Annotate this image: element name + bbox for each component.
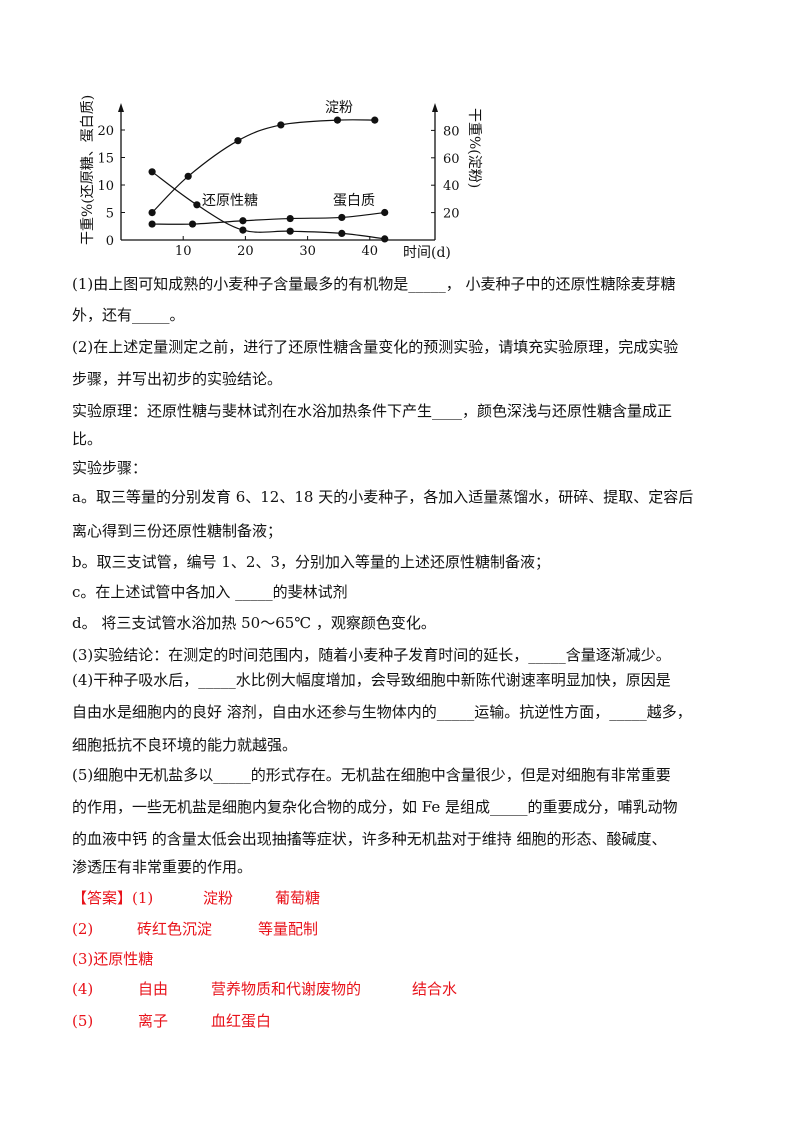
series-protein-point <box>338 213 346 222</box>
question-line: 离心得到三份还原性糖制备液； <box>72 522 283 540</box>
question-line: b。取三支试管，编号 1、2、3，分别加入等量的上述还原性糖制备液； <box>72 553 551 571</box>
series-protein-line <box>152 211 385 225</box>
series-reducing-sugar-point <box>193 201 201 209</box>
answer-text: 结合水 <box>412 980 458 998</box>
x-tick-label: 30 <box>299 244 316 259</box>
answer-text: 葡萄糖 <box>275 889 321 907</box>
question-line: d。 将三支试管水浴加热 50～65℃ ，观察颜色变化。 <box>72 614 436 632</box>
series-reducing-sugar-point <box>381 235 389 243</box>
series-starch-line <box>151 119 375 214</box>
y-left-tick-label: 15 <box>97 152 114 167</box>
series-protein-point <box>239 217 247 225</box>
y-right-tick-label: 20 <box>443 207 460 222</box>
answer-text: 血红蛋白 <box>211 1012 272 1030</box>
question-line: 的作用，一些无机盐是细胞内复杂化合物的成分，如 Fe 是组成_____的重要成分… <box>72 798 678 816</box>
series-starch-point <box>277 121 285 129</box>
series-label-protein: 蛋白质 <box>333 193 375 209</box>
series-protein-point <box>148 220 156 228</box>
series-reducing-sugar-line <box>151 171 385 240</box>
series-reducing-sugar-point <box>239 226 247 234</box>
question-line: 渗透压有非常重要的作用。 <box>72 858 253 876</box>
question-line: a。取三等量的分别发育 6、12、18 天的小麦种子，各加入适量蒸馏水，研碎、提… <box>72 488 694 506</box>
question-line: (4)干种子吸水后，_____水比例大幅度增加，会导致细胞中新陈代谢速率明显加快… <box>72 671 671 689</box>
question-line: 步骤，并写出初步的实验结论。 <box>72 370 283 388</box>
y-left-label: 干重%(还原糖、蛋白质) <box>80 95 96 245</box>
line-chart: 干重%(还原糖、蛋白质) 干重%(淀粉) 时间(d) 淀粉 还原性糖 蛋白质 1… <box>80 95 482 261</box>
question-line: c。在上述试管中各加入 _____的斐林试剂 <box>72 583 348 601</box>
question-line: (5)细胞中无机盐多以_____的形式存在。无机盐在细胞中含量很少，但是对细胞有… <box>72 766 671 784</box>
answer-text: (4) <box>72 980 94 998</box>
question-line: 实验原理：还原性糖与斐林试剂在水浴加热条件下产生____，颜色深浅与还原性糖含量… <box>72 402 673 420</box>
question-line: 比。 <box>72 430 103 448</box>
x-tick-label: 20 <box>237 244 254 259</box>
x-tick-label: 10 <box>175 244 192 259</box>
y-right-tick-label: 60 <box>443 152 460 167</box>
series-starch-point <box>333 116 342 124</box>
question-line: 自由水是细胞内的良好 溶剂，自由水还参与生物体内的_____运输。抗逆性方面，_… <box>72 703 692 721</box>
question-line: 外，还有_____。 <box>72 306 185 324</box>
y-left-tick-label: 10 <box>97 179 114 194</box>
y-left-tick-label: 20 <box>97 124 114 139</box>
y-right-label: 干重%(淀粉) <box>466 108 482 188</box>
series-starch-point <box>234 137 242 145</box>
y-left-tick-label: 5 <box>106 207 114 222</box>
series-reducing-sugar-point <box>148 168 156 176</box>
question-line: (3)实验结论：在测定的时间范围内，随着小麦种子发育时间的延长，_____含量逐… <box>72 646 671 664</box>
y-right-arrow <box>432 103 438 112</box>
series-starch-point <box>148 209 156 217</box>
series-starch-point <box>184 172 192 180</box>
series-reducing-sugar-point <box>338 229 346 237</box>
answer-text: 砖红色沉淀 <box>137 920 213 938</box>
answer-text: 等量配制 <box>258 920 319 938</box>
x-axis-label: 时间(d) <box>403 245 451 261</box>
y-right-tick-label: 40 <box>443 179 460 194</box>
answer-text: 淀粉 <box>203 889 234 907</box>
question-line: (1)由上图可知成熟的小麦种子含量最多的有机物是_____， 小麦种子中的还原性… <box>72 275 676 293</box>
series-protein-point <box>381 208 389 217</box>
answer-text: (5) <box>72 1012 94 1030</box>
series-label-reducing-sugar: 还原性糖 <box>202 193 258 209</box>
answer-text: 自由 <box>138 980 169 998</box>
question-line: 实验步骤： <box>72 459 148 477</box>
answer-text: 【答案】(1) <box>72 889 154 907</box>
series-starch-point <box>371 116 379 124</box>
y-left-tick-label: 0 <box>106 234 114 249</box>
x-tick-label: 40 <box>362 244 379 259</box>
question-line: 细胞抵抗不良环境的能力就越强。 <box>72 736 298 754</box>
series-protein-point <box>286 214 294 223</box>
question-line: (2)在上述定量测定之前，进行了还原性糖含量变化的预测实验，请填充实验原理，完成… <box>72 338 679 356</box>
series-protein-point <box>188 220 197 228</box>
y-right-tick-label: 80 <box>443 124 460 139</box>
answer-text: 营养物质和代谢废物的 <box>211 980 362 998</box>
question-line: 的血液中钙 的含量太低会出现抽搐等症状，许多种无机盐对于维持 细胞的形态、酸碱度… <box>72 830 667 848</box>
answer-text: (3)还原性糖 <box>72 950 154 968</box>
answer-text: 离子 <box>138 1012 169 1030</box>
y-left-arrow <box>118 103 124 112</box>
series-reducing-sugar-point <box>286 227 294 235</box>
series-label-starch: 淀粉 <box>325 100 353 116</box>
answer-text: (2) <box>72 920 94 938</box>
